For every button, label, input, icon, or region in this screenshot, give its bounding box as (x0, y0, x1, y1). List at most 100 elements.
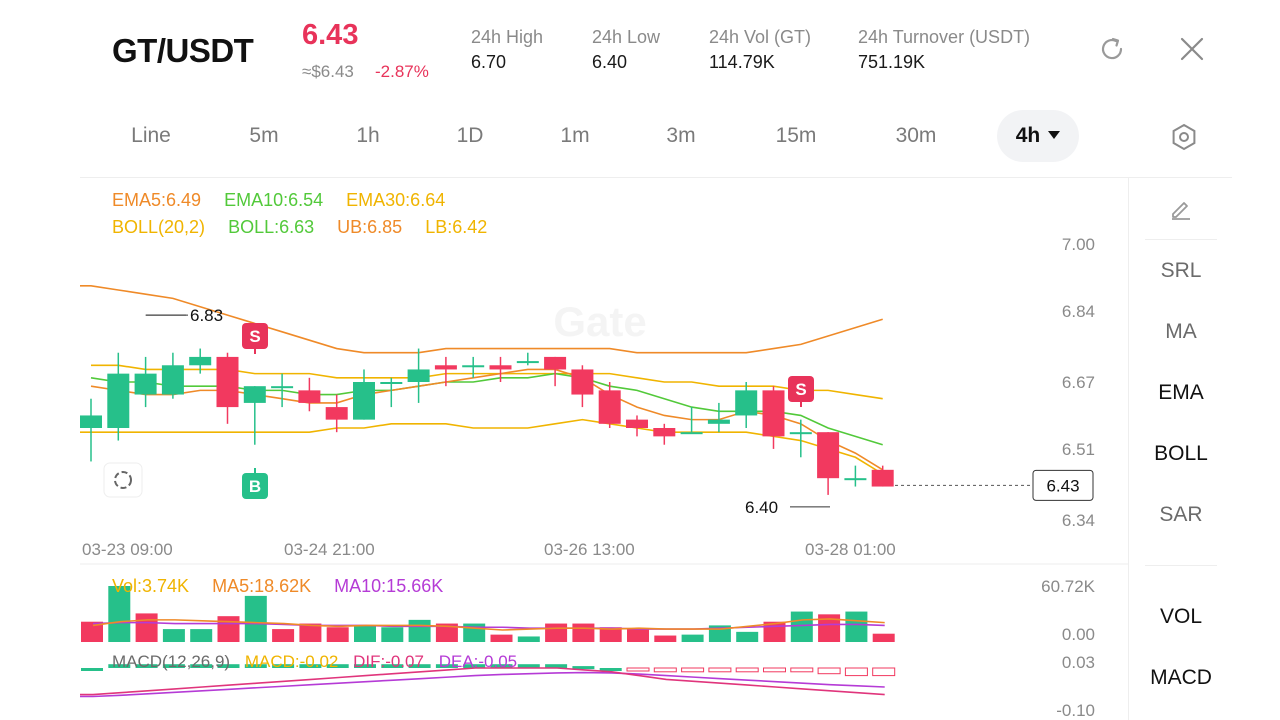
time-axis-label: 03-28 01:00 (805, 540, 896, 559)
stat-24h-turnover: 24h Turnover (USDT) 751.19K (858, 27, 1030, 73)
macd-histogram-bar (162, 664, 185, 668)
tab-3m[interactable]: 3m (666, 124, 696, 147)
sell-signal-badge-label: S (795, 380, 806, 399)
loop-icon (114, 471, 132, 489)
candle-body (544, 356, 567, 370)
volume-bar (299, 623, 322, 642)
price-axis-label: 6.34 (1062, 511, 1095, 530)
stat-value: 6.40 (592, 52, 628, 72)
volume-bar (845, 611, 868, 642)
stat-24h-high: 24h High 6.70 (471, 27, 543, 73)
candle-body (762, 390, 785, 437)
legend-vol-ma5: MA5:18.62K (212, 576, 312, 596)
indicator-sidebar: SRL MA EMA BOLL SAR VOL MACD (1128, 178, 1232, 720)
candle-body (489, 365, 512, 370)
tab-line[interactable]: Line (131, 124, 171, 147)
volume-bar (627, 629, 649, 642)
candle-body (134, 373, 157, 395)
high-price-label: 6.83 (190, 306, 223, 325)
macd-histogram-bar (81, 668, 103, 671)
indicator-srl[interactable]: SRL (1160, 259, 1202, 282)
candle-body (571, 369, 594, 395)
vol-ma5-line (92, 618, 885, 631)
candle-body (462, 365, 485, 368)
indicator-ma[interactable]: MA (1165, 320, 1197, 343)
candle-body (107, 373, 130, 428)
volume-bar (818, 614, 841, 642)
indicator-boll[interactable]: BOLL (1154, 442, 1208, 465)
legend-vol: Vol:3.74K (112, 576, 190, 596)
price-change: -2.87% (375, 62, 429, 81)
candle-body (817, 432, 840, 479)
volume-bar (654, 635, 677, 642)
macd-histogram-bar (135, 664, 158, 668)
macd-histogram-bar (190, 664, 213, 668)
refresh-icon[interactable] (1097, 34, 1127, 64)
chart-top-divider (80, 177, 1232, 178)
candle-body (653, 428, 676, 437)
candle-body (871, 469, 894, 487)
close-icon[interactable] (1177, 34, 1207, 64)
time-axis-label: 03-24 21:00 (284, 540, 375, 559)
current-price-label: 6.43 (1046, 476, 1079, 495)
volume-bar (354, 625, 376, 642)
ema-legend: EMA5:6.49 EMA10:6.54 EMA30:6.64 (112, 190, 463, 211)
macd-histogram-bar (817, 667, 841, 675)
sell-signal-badge-label: S (249, 327, 260, 346)
candle-body (789, 432, 812, 435)
candle-body (407, 369, 430, 382)
indicator-vol[interactable]: VOL (1159, 605, 1203, 628)
macd-histogram-bar (463, 664, 486, 668)
dif-line (80, 667, 885, 696)
watermark-logo: Gate (553, 298, 646, 345)
volume-bar (435, 623, 458, 642)
volume-bar (545, 623, 568, 642)
indicator-macd[interactable]: MACD (1150, 666, 1212, 689)
candle-body (353, 382, 375, 420)
candle-body (598, 390, 621, 424)
indicator-sar[interactable]: SAR (1159, 503, 1203, 526)
tab-4h-label: 4h (1015, 124, 1041, 147)
tab-15m[interactable]: 15m (775, 124, 817, 147)
volume-bar (81, 621, 103, 642)
candle-body (216, 356, 239, 408)
drawing-tool-icon[interactable] (1129, 196, 1233, 228)
macd-histogram-bar (681, 667, 705, 673)
macd-histogram-bar (108, 664, 131, 668)
macd-histogram-bar (844, 667, 868, 677)
macd-histogram-bar (517, 664, 540, 668)
stat-value: 751.19K (858, 52, 926, 72)
volume-bar (381, 627, 404, 642)
chart-settings-icon[interactable] (1169, 122, 1199, 152)
macd-histogram-bar (572, 666, 595, 670)
tab-1d[interactable]: 1D (456, 124, 484, 147)
interval-tabs: Line 5m 1h 1D 1m 3m 15m 30m 4h (0, 110, 1280, 164)
volume-bar (599, 627, 622, 642)
volume-bar (244, 595, 267, 642)
macd-legend: MACD(12,26,9) MACD:-0.02 DIF:-0.07 DEA:-… (112, 652, 535, 672)
sidebar-divider (1145, 565, 1217, 566)
tab-1m[interactable]: 1m (560, 124, 590, 147)
chevron-down-icon (1048, 131, 1061, 139)
macd-histogram-bar (408, 664, 431, 668)
header: GT/USDT 6.43 ≈$6.43 -2.87% 24h High 6.70… (0, 0, 1280, 100)
macd-histogram-bar (708, 667, 732, 673)
tab-5m[interactable]: 5m (249, 124, 279, 147)
macd-histogram-bar (626, 667, 650, 672)
macd-histogram-bar (299, 664, 322, 668)
indicator-ema[interactable]: EMA (1158, 381, 1204, 404)
candle-body (707, 419, 730, 424)
last-price: 6.43 (302, 19, 359, 51)
candle-body (380, 382, 403, 384)
candle-body (189, 356, 212, 366)
tab-1h[interactable]: 1h (356, 124, 380, 147)
volume-bar (272, 629, 295, 642)
kline-chart[interactable]: Gate 7.00 6.84 6.67 6.51 6.34 03-23 09:00 03-… (0, 178, 1128, 720)
vol-axis-label: 60.72K (1041, 577, 1096, 596)
macd-axis-label: 0.03 (1062, 653, 1095, 672)
tab-4h[interactable]: 4h (997, 110, 1079, 162)
legend-ema5: EMA5:6.49 (112, 190, 202, 210)
vol-legend: Vol:3.74K MA5:18.62K MA10:15.66K (112, 576, 461, 597)
volume-bar (517, 636, 540, 642)
tab-30m[interactable]: 30m (895, 124, 937, 147)
